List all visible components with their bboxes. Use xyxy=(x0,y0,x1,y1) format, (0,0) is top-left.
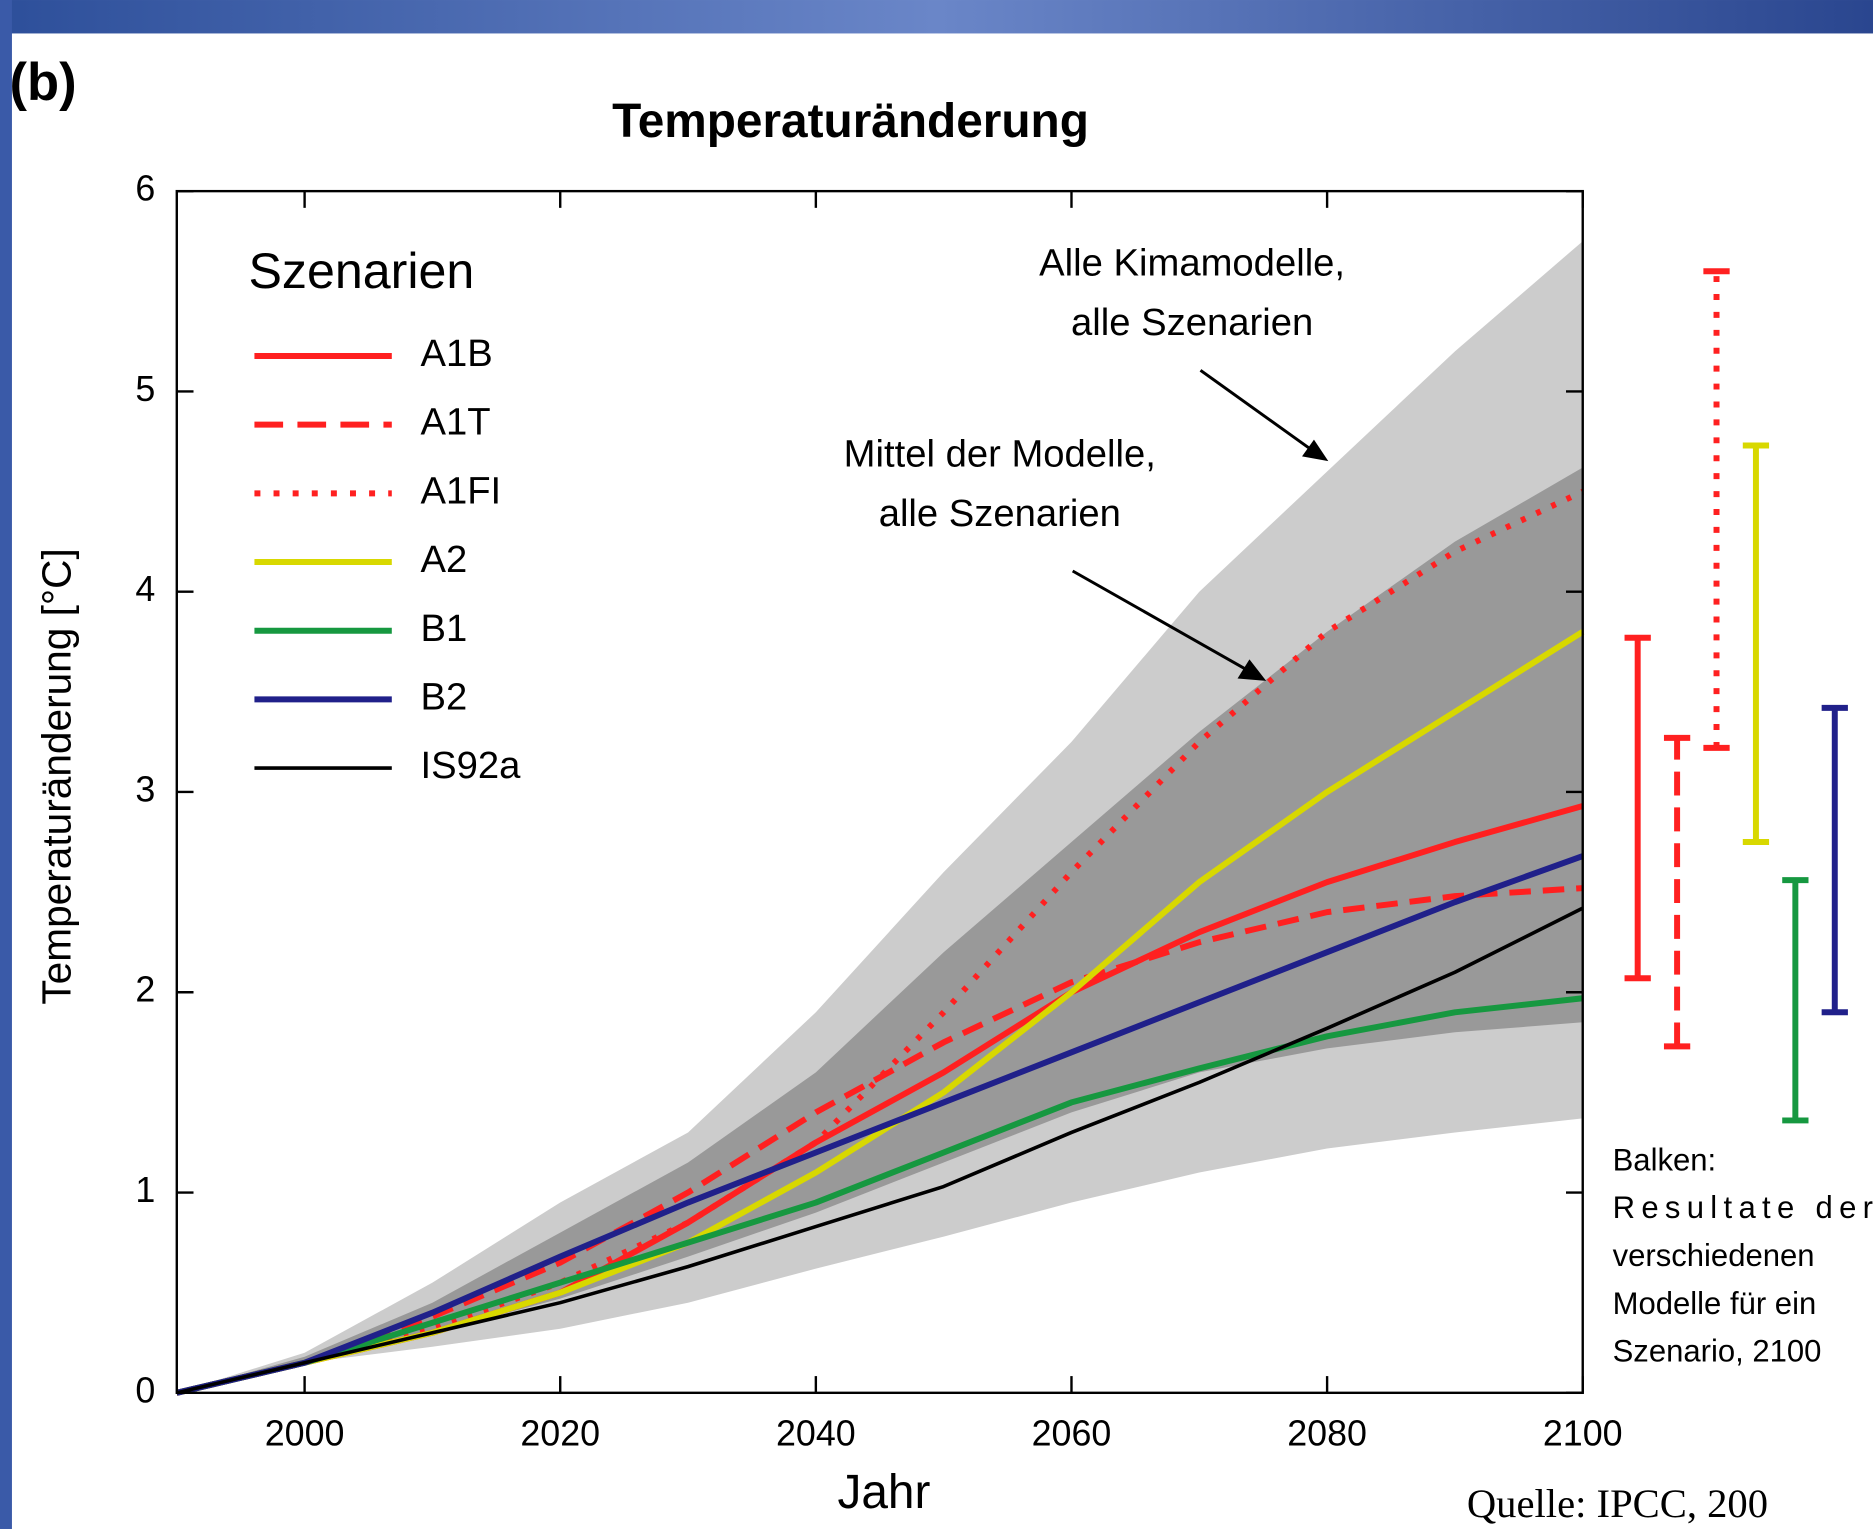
range-band xyxy=(177,468,1583,1393)
y-tick-label: 4 xyxy=(135,569,155,609)
chart-title: Temperaturänderung xyxy=(612,95,1089,148)
annotation: Mittel der Modelle, xyxy=(844,432,1156,475)
bar-note-line: Balken: xyxy=(1613,1142,1717,1177)
x-tick-label: 2040 xyxy=(776,1413,856,1453)
annotation: alle Szenarien xyxy=(1071,301,1313,344)
bar-note-line: Resultate der xyxy=(1613,1190,1873,1225)
annotation-arrow xyxy=(1200,370,1313,451)
bar-note: Balken: Resultate der verschiedenen Mode… xyxy=(1613,1142,1873,1368)
plot-area xyxy=(177,241,1583,1393)
bar-note-line: verschiedenen xyxy=(1613,1238,1815,1273)
background-edge xyxy=(0,0,12,1529)
annotation: Alle Kimamodelle, xyxy=(1039,241,1345,284)
y-tick-label: 1 xyxy=(135,1170,155,1210)
annotation: alle Szenarien xyxy=(879,492,1121,535)
y-tick-label: 3 xyxy=(135,769,155,809)
legend-label: A1T xyxy=(420,401,490,444)
x-tick-label: 2100 xyxy=(1543,1413,1623,1453)
x-tick-label: 2060 xyxy=(1032,1413,1112,1453)
y-tick-label: 0 xyxy=(135,1370,155,1410)
y-tick-label: 2 xyxy=(135,970,155,1010)
y-tick-label: 5 xyxy=(135,369,155,409)
y-axis-label: Temperaturänderung [°C] xyxy=(33,548,79,1004)
page: {"chart_data":{"type":"line","panel_labe… xyxy=(0,0,1873,1529)
background-strip xyxy=(0,0,1873,33)
panel-label: (b) xyxy=(10,53,77,112)
legend-label: A1B xyxy=(420,332,492,375)
legend-title: Szenarien xyxy=(248,243,474,299)
legend-label: IS92a xyxy=(420,744,521,787)
x-tick-label: 2020 xyxy=(520,1413,600,1453)
legend-label: A1FI xyxy=(420,469,501,512)
x-tick-label: 2000 xyxy=(265,1413,345,1453)
chart: (b) Temperaturänderung Jahr Temperaturän… xyxy=(0,0,1873,1529)
arrowhead xyxy=(1302,440,1328,462)
x-axis-label: Jahr xyxy=(837,1466,930,1519)
source: Quelle: IPCC, 200 xyxy=(1467,1481,1768,1526)
bar-note-line: Modelle für ein xyxy=(1613,1286,1817,1321)
legend-label: B2 xyxy=(420,675,467,718)
legend-label: B1 xyxy=(420,607,467,650)
bar-note-line: Szenario, 2100 xyxy=(1613,1334,1822,1369)
y-tick-label: 6 xyxy=(135,169,155,209)
legend-label: A2 xyxy=(420,538,467,581)
x-tick-label: 2080 xyxy=(1287,1413,1367,1453)
